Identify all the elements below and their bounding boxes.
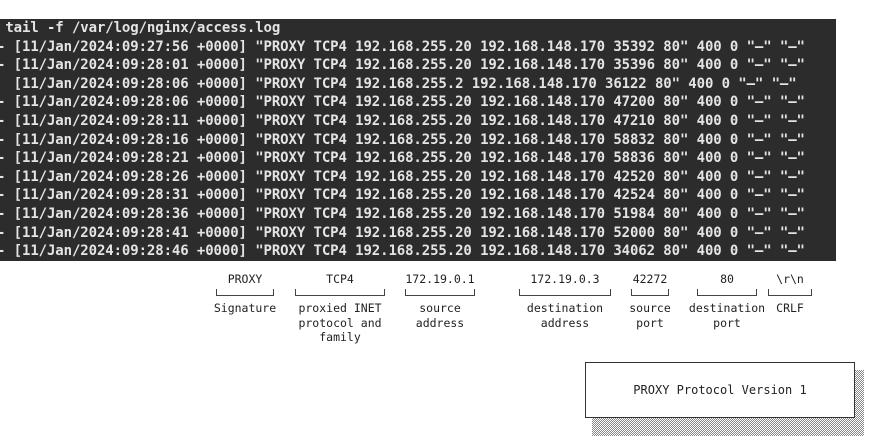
bracket-line	[519, 289, 611, 296]
field-5: 80 destination port	[672, 272, 782, 330]
log-line: - [11/Jan/2024:09:28:36 +0000] "PROXY TC…	[0, 206, 805, 222]
field-2: 172.19.0.1 source address	[385, 272, 495, 330]
field-description: Signature	[213, 301, 277, 315]
log-line: - [11/Jan/2024:09:28:16 +0000] "PROXY TC…	[0, 131, 805, 148]
field-value: \r\n	[776, 272, 804, 286]
title-box-label: PROXY Protocol Version 1	[633, 383, 807, 397]
terminal-command: tail -f /var/log/nginx/access.log	[0, 20, 281, 36]
log-line: - [11/Jan/2024:09:27:56 +0000] "PROXY TC…	[0, 38, 805, 55]
field-value: PROXY	[227, 272, 263, 286]
field-4: 42272 source port	[595, 272, 705, 330]
log-line: [11/Jan/2024:09:28:06 +0000] "PROXY TCP4…	[0, 75, 797, 92]
log-line: - [11/Jan/2024:09:28:46 +0000] "PROXY TC…	[0, 243, 805, 260]
bracket-line	[216, 289, 274, 296]
log-line: - [11/Jan/2024:09:28:06 +0000] "PROXY TC…	[0, 94, 805, 111]
log-line: - [11/Jan/2024:09:28:11 +0000] "PROXY TC…	[0, 113, 805, 129]
field-value: 172.19.0.3	[530, 272, 600, 286]
terminal-output: tail -f /var/log/nginx/access.log - [11/J…	[0, 19, 836, 261]
log-line: - [11/Jan/2024:09:28:41 +0000] "PROXY TC…	[0, 224, 805, 241]
field-1: TCP4 proxied INET protocol and family	[285, 272, 395, 345]
bracket-line	[405, 289, 475, 296]
bracket-line	[631, 289, 669, 296]
field-0: PROXY Signature	[190, 272, 300, 316]
field-3: 172.19.0.3 destination address	[510, 272, 620, 330]
field-6: \r\n CRLF	[735, 272, 845, 316]
bracket-line	[697, 289, 757, 296]
field-value: 80	[720, 272, 734, 286]
log-line: - [11/Jan/2024:09:28:26 +0000] "PROXY TC…	[0, 168, 805, 185]
field-value: TCP4	[326, 272, 354, 286]
field-description: source port	[629, 301, 671, 330]
field-description: proxied INET protocol and family	[298, 301, 382, 344]
field-description: destination port	[688, 301, 766, 330]
log-line: - [11/Jan/2024:09:28:01 +0000] "PROXY TC…	[0, 57, 805, 74]
log-line: - [11/Jan/2024:09:28:21 +0000] "PROXY TC…	[0, 150, 805, 167]
field-description: CRLF	[776, 301, 804, 315]
bracket-line	[295, 289, 385, 296]
title-box: PROXY Protocol Version 1	[585, 362, 855, 418]
field-value: 42272	[632, 272, 668, 286]
bracket-line	[768, 289, 812, 296]
field-value: 172.19.0.1	[405, 272, 475, 286]
field-description: source address	[415, 301, 465, 330]
log-line: - [11/Jan/2024:09:28:31 +0000] "PROXY TC…	[0, 187, 805, 204]
field-description: destination address	[526, 301, 604, 330]
